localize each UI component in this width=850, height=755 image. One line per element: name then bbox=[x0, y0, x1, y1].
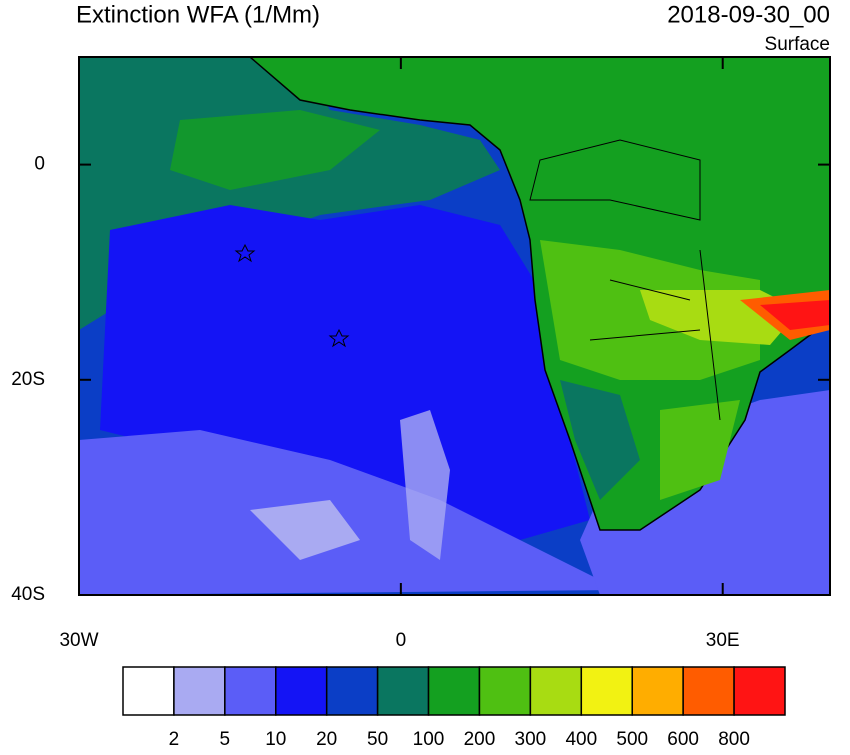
clean-band bbox=[79, 430, 620, 595]
aerosol-band bbox=[170, 110, 380, 190]
map-field bbox=[79, 57, 830, 595]
clean-patch bbox=[400, 410, 450, 560]
map-frame bbox=[78, 56, 831, 596]
colorbar-label: 20 bbox=[316, 729, 337, 750]
colorbar-box bbox=[122, 666, 175, 716]
colorbar-box bbox=[325, 666, 379, 716]
colorbar-label: 200 bbox=[464, 729, 496, 750]
colorbar-label: 300 bbox=[515, 729, 547, 750]
colorbar-box bbox=[224, 666, 277, 716]
land-smoke bbox=[760, 300, 830, 330]
x-tick-label: 0 bbox=[396, 630, 407, 651]
clean-patch bbox=[250, 500, 360, 560]
colorbar-label: 800 bbox=[718, 729, 750, 750]
borders bbox=[529, 139, 721, 421]
colorbar: 2 5 10 20 50 100 200 300 400 500 600 800 bbox=[122, 666, 786, 750]
colorbar-box bbox=[275, 666, 328, 716]
level: Surface bbox=[765, 34, 830, 55]
colorbar-label: 2 bbox=[169, 729, 180, 750]
title: Extinction WFA (1/Mm) bbox=[76, 1, 320, 28]
colorbar-box bbox=[682, 666, 735, 716]
land-smoke bbox=[660, 400, 740, 500]
colorbar-label: 500 bbox=[616, 729, 648, 750]
y-tick-label: 20S bbox=[11, 369, 45, 390]
axis-ticks: 30W 0 30E 0 20S 40S bbox=[11, 57, 830, 651]
colorbar-box bbox=[173, 666, 226, 716]
colorbar-label: 100 bbox=[413, 729, 445, 750]
colorbar-box bbox=[631, 666, 684, 716]
y-tick-label: 40S bbox=[11, 584, 45, 605]
station-marker bbox=[328, 328, 350, 348]
x-tick-label: 30E bbox=[706, 630, 740, 651]
colorbar-label: 5 bbox=[220, 729, 231, 750]
date: 2018-09-30_00 bbox=[667, 1, 830, 28]
colorbar-box bbox=[478, 666, 532, 716]
colorbar-label: 50 bbox=[367, 729, 388, 750]
land-clean bbox=[560, 380, 640, 500]
station-marker bbox=[234, 243, 256, 263]
y-tick-label: 0 bbox=[34, 154, 45, 175]
colorbar-box bbox=[376, 666, 430, 716]
colorbar-box bbox=[580, 666, 633, 716]
colorbar-label: 10 bbox=[265, 729, 286, 750]
colorbar-box bbox=[733, 666, 786, 716]
colorbar-label: 400 bbox=[565, 729, 597, 750]
colorbar-box bbox=[427, 666, 481, 716]
colorbar-box bbox=[529, 666, 583, 716]
colorbar-label: 600 bbox=[667, 729, 699, 750]
x-tick-label: 30W bbox=[59, 630, 98, 651]
clean-band bbox=[580, 390, 830, 595]
